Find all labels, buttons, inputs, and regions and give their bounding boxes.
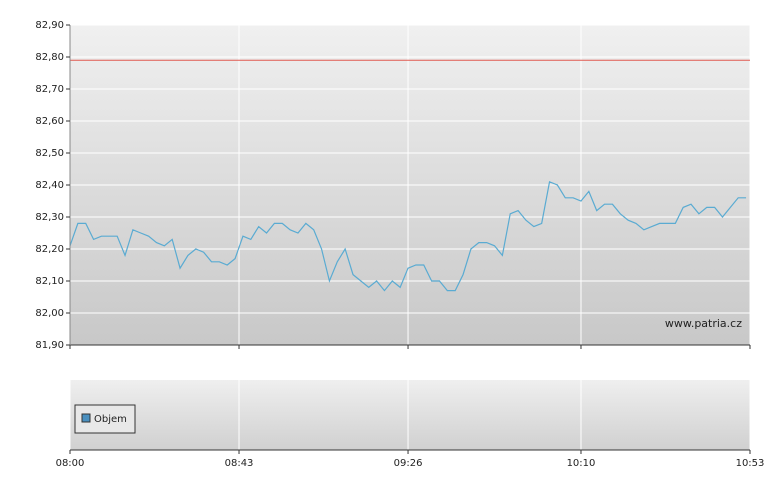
x-tick-label: 10:10 bbox=[567, 458, 596, 469]
y-tick-label: 82,20 bbox=[35, 244, 64, 255]
y-tick-label: 82,50 bbox=[35, 148, 64, 159]
y-tick-label: 82,00 bbox=[35, 308, 64, 319]
volume-area bbox=[70, 380, 750, 450]
x-tick-label: 09:26 bbox=[394, 458, 423, 469]
y-tick-label: 82,90 bbox=[35, 20, 64, 31]
legend-label: Objem bbox=[94, 414, 127, 425]
y-tick-label: 82,30 bbox=[35, 212, 64, 223]
price-line bbox=[69, 180, 747, 292]
legend-swatch bbox=[81, 413, 91, 423]
y-tick-label: 81,90 bbox=[35, 340, 64, 351]
y-tick-label: 82,70 bbox=[35, 84, 64, 95]
y-tick-label: 82,80 bbox=[35, 52, 64, 63]
x-tick-label: 10:53 bbox=[736, 458, 765, 469]
watermark: www.patria.cz bbox=[665, 317, 742, 330]
y-tick-label: 82,40 bbox=[35, 180, 64, 191]
legend: Objem bbox=[74, 404, 136, 434]
x-tick-label: 08:43 bbox=[225, 458, 254, 469]
y-tick-label: 82,10 bbox=[35, 276, 64, 287]
x-tick-label: 08:00 bbox=[56, 458, 85, 469]
y-tick-label: 82,60 bbox=[35, 116, 64, 127]
